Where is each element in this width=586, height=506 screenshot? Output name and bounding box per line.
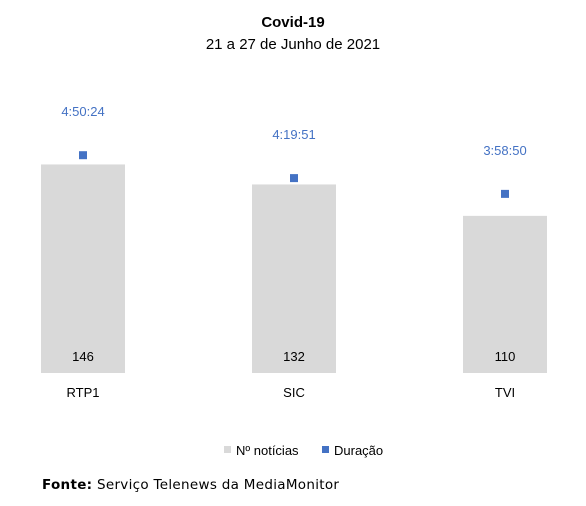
source-label: Fonte: bbox=[42, 477, 93, 493]
chart-title: Covid-19 bbox=[261, 14, 325, 31]
bar-tvi bbox=[463, 215, 547, 373]
duration-label: 4:19:51 bbox=[272, 127, 315, 142]
category-label-sic: SIC bbox=[283, 385, 305, 400]
chart-subtitle: 21 a 27 de Junho de 2021 bbox=[205, 36, 381, 53]
legend-duracao-swatch bbox=[322, 446, 329, 453]
bar-value-label: 146 bbox=[72, 349, 94, 364]
duration-marker-tvi bbox=[501, 189, 509, 198]
category-label-rtp1: RTP1 bbox=[67, 385, 100, 400]
bar-sic bbox=[252, 184, 336, 373]
source-note: Fonte: Serviço Telenews da MediaMonitor bbox=[42, 477, 339, 493]
bar-value-label: 110 bbox=[495, 349, 516, 364]
bar-rtp1 bbox=[41, 164, 125, 373]
bar-value-label: 132 bbox=[283, 349, 305, 364]
duration-label: 4:50:24 bbox=[61, 104, 104, 119]
legend-noticias-swatch bbox=[224, 446, 231, 453]
legend-duracao-label: Duração bbox=[334, 443, 383, 458]
category-label-tvi: TVI bbox=[495, 385, 515, 400]
duration-marker-rtp1 bbox=[79, 151, 87, 160]
duration-label: 3:58:50 bbox=[483, 143, 526, 158]
source-text: Serviço Telenews da MediaMonitor bbox=[96, 477, 340, 493]
legend-noticias-label: Nº notícias bbox=[236, 443, 299, 458]
duration-marker-sic bbox=[290, 174, 298, 183]
